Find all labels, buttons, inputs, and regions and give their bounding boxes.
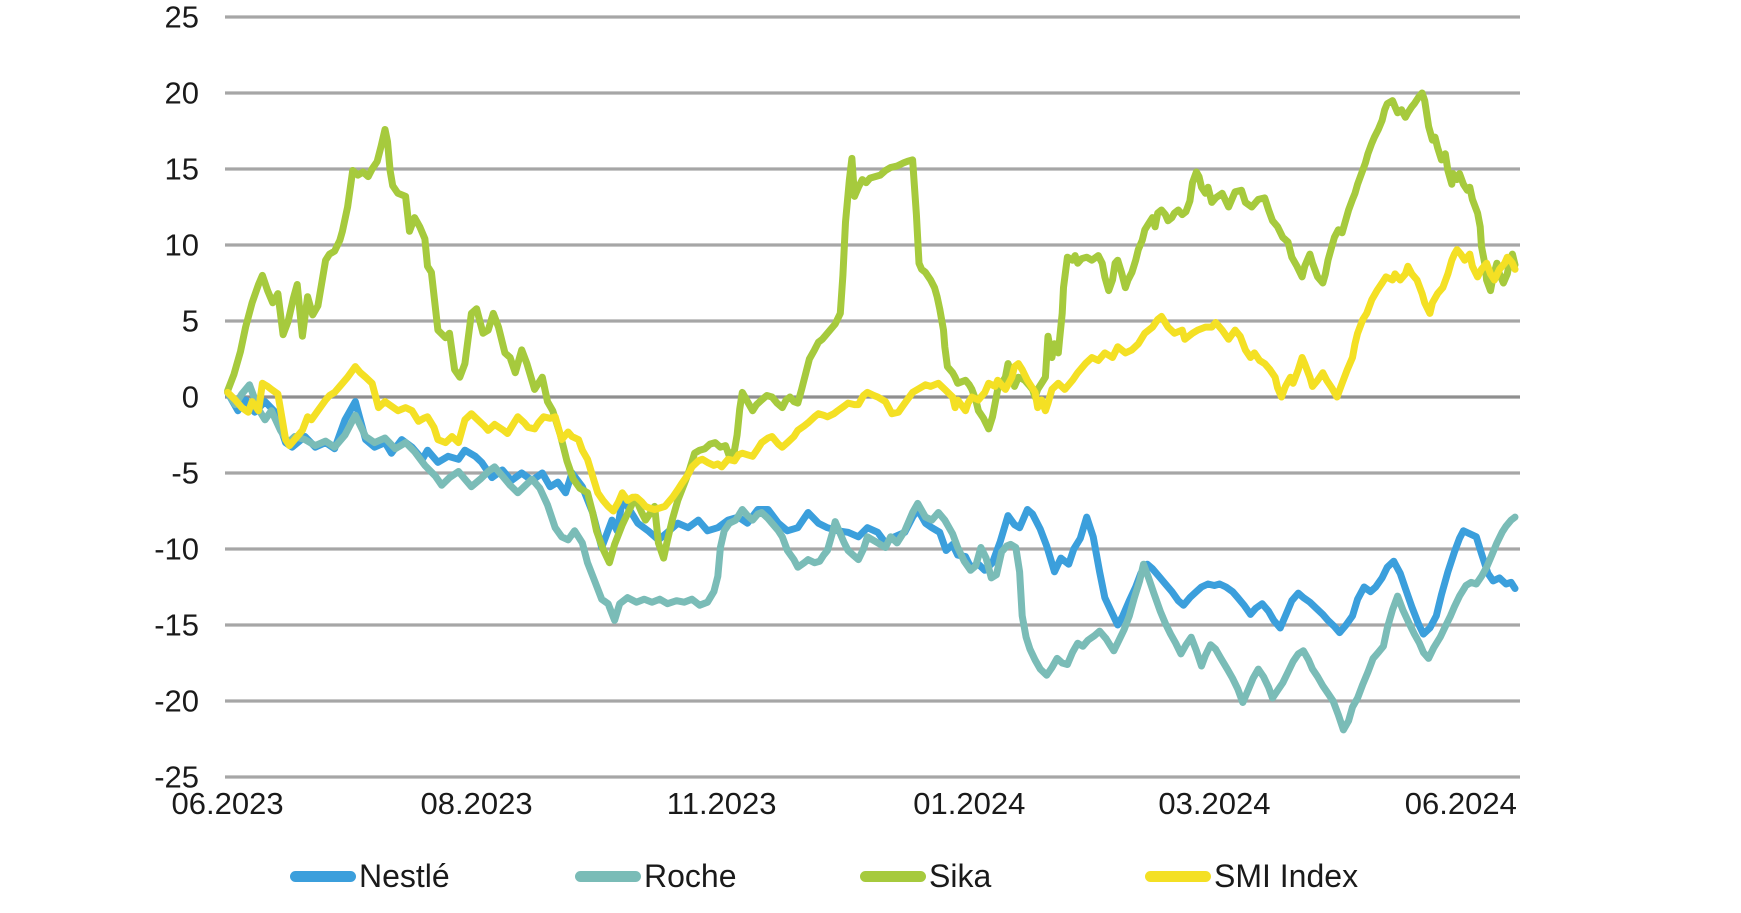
legend-label-nestle: Nestlé: [359, 857, 450, 894]
y-tick-label: 20: [165, 76, 199, 111]
legend-marker-smi-index-icon: [1145, 870, 1211, 882]
legend-item-sika: Sika: [860, 856, 991, 896]
y-tick-label: -25: [154, 760, 199, 795]
legend-marker-roche-icon: [575, 870, 641, 882]
legend-label-sika: Sika: [929, 857, 992, 894]
x-tick-label: 11.2023: [667, 786, 777, 821]
y-tick-label: -5: [171, 456, 199, 491]
y-tick-label: 5: [182, 304, 199, 339]
legend-item-smi-index: SMI Index: [1145, 856, 1358, 896]
chart-legend: Nestlé Roche Sika SMI Index: [0, 856, 1741, 900]
series-line-0: [224, 388, 1519, 638]
legend-marker-nestle-icon: [290, 870, 356, 882]
legend-label-roche: Roche: [644, 857, 737, 894]
x-tick-label: 03.2024: [1158, 786, 1270, 821]
legend-item-nestle: Nestlé: [290, 856, 450, 896]
x-tick-label: 01.2024: [913, 786, 1025, 821]
y-tick-label: 0: [182, 380, 199, 415]
y-tick-label: 25: [165, 0, 199, 35]
x-tick-label: 08.2023: [421, 786, 533, 821]
y-tick-label: -15: [154, 608, 199, 643]
legend-label-smi-index: SMI Index: [1214, 857, 1359, 894]
series-line-2: [224, 89, 1519, 567]
y-tick-label: -20: [154, 684, 199, 719]
x-tick-label: 06.2023: [172, 786, 284, 821]
x-tick-label: 06.2024: [1405, 786, 1517, 821]
y-tick-label: -10: [154, 532, 199, 567]
y-tick-label: 15: [165, 152, 199, 187]
legend-marker-sika-icon: [860, 870, 926, 882]
series-line-1: [224, 381, 1519, 734]
series-line-3: [224, 246, 1519, 515]
legend-item-roche: Roche: [575, 856, 737, 896]
y-tick-label: 10: [165, 228, 199, 263]
